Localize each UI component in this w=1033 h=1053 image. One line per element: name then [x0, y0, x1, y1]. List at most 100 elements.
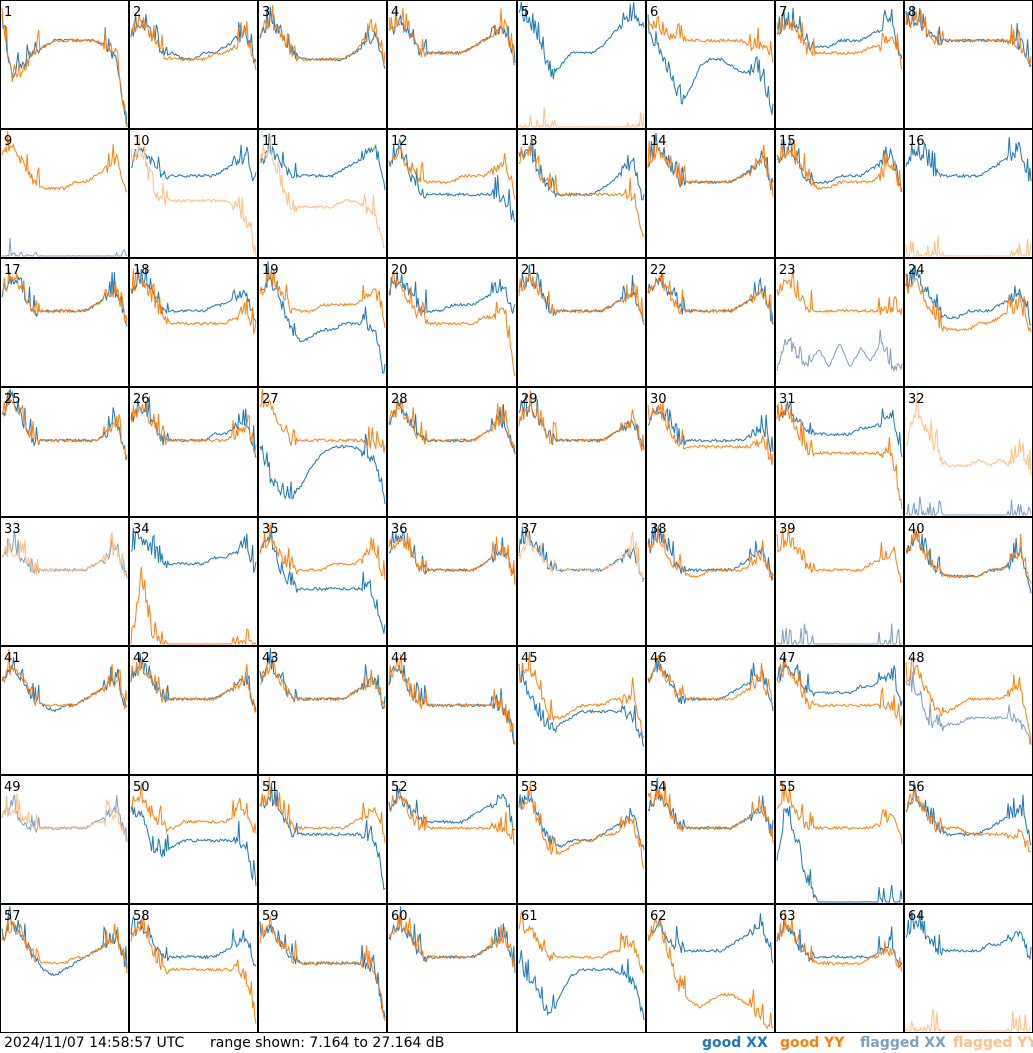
yy-series-line	[259, 388, 386, 453]
xx-series-line	[388, 906, 516, 974]
antenna-panel: 31	[775, 387, 904, 517]
panel-number: 12	[391, 134, 408, 149]
timestamp: 2024/11/07 14:58:57 UTC	[4, 1035, 185, 1051]
panel-number: 49	[4, 780, 21, 795]
panel-frame	[129, 387, 258, 517]
yy-series-line	[647, 918, 774, 1030]
panel-frame	[387, 646, 517, 775]
panel-number: 7	[779, 5, 787, 20]
panel-frame	[904, 258, 1033, 387]
panel-number: 6	[650, 5, 658, 20]
panel-number: 35	[262, 522, 279, 537]
panel-frame	[0, 904, 129, 1033]
panel-number: 63	[779, 909, 796, 924]
yy-series-line	[518, 651, 645, 740]
antenna-panel: 62	[646, 904, 775, 1033]
legend-flagged-xx: flagged XX	[860, 1035, 946, 1051]
xx-series-line	[259, 261, 386, 374]
yy-series-line	[388, 7, 516, 66]
yy-series-line	[130, 14, 257, 71]
yy-series-line	[518, 910, 645, 974]
xx-series-line	[130, 915, 257, 967]
antenna-panel: 13	[517, 129, 646, 258]
yy-series-line	[776, 910, 903, 972]
antenna-panel: 12	[387, 129, 517, 258]
antenna-panel: 35	[258, 517, 387, 646]
panel-number: 2	[133, 5, 141, 20]
legend-good-xx: good XX	[702, 1035, 768, 1051]
panel-number: 64	[908, 909, 925, 924]
panel-number: 43	[262, 651, 279, 666]
panel-number: 26	[133, 392, 150, 407]
antenna-panel: 10	[129, 129, 258, 258]
panel-frame	[0, 646, 129, 775]
antenna-panel: 48	[904, 646, 1033, 775]
yy-series-line	[905, 235, 1032, 258]
xx-series-line	[776, 806, 903, 904]
antenna-panel: 19	[258, 258, 387, 387]
panel-number: 34	[133, 522, 150, 537]
yy-series-line	[388, 533, 516, 586]
panel-frame	[0, 129, 129, 258]
yy-series-line	[388, 654, 516, 745]
antenna-panel: 37	[517, 517, 646, 646]
xx-series-line	[259, 133, 386, 191]
antenna-panel: 6	[646, 0, 775, 129]
antenna-panel: 27	[258, 387, 387, 517]
antenna-panel: 14	[646, 129, 775, 258]
antenna-panel: 29	[517, 387, 646, 517]
yy-series-line	[518, 140, 645, 237]
antenna-panel: 49	[0, 775, 129, 904]
antenna-panel: 28	[387, 387, 517, 517]
yy-series-line	[905, 785, 1032, 853]
yy-series-line	[905, 527, 1032, 585]
xx-series-line	[905, 911, 1032, 961]
antenna-panel: 22	[646, 258, 775, 387]
yy-series-line	[518, 107, 645, 129]
xx-series-line	[647, 272, 774, 325]
yy-series-line	[518, 529, 645, 583]
panel-frame	[646, 775, 775, 904]
panel-number: 41	[4, 651, 21, 666]
xx-series-line	[388, 785, 516, 831]
yy-series-line	[518, 272, 645, 326]
yy-series-line	[647, 401, 774, 466]
panel-number: 36	[391, 522, 408, 537]
xx-series-line	[518, 1, 645, 80]
xx-series-line	[2, 237, 128, 257]
yy-series-line	[388, 793, 516, 845]
xx-series-line	[776, 138, 903, 193]
panel-number: 44	[391, 651, 408, 666]
panel-number: 52	[391, 780, 408, 795]
panel-frame	[129, 646, 258, 775]
panel-number: 45	[521, 651, 538, 666]
antenna-panel: 24	[904, 258, 1033, 387]
xx-series-line	[776, 623, 903, 645]
xx-series-line	[905, 137, 1032, 182]
yy-series-line	[647, 530, 774, 580]
panel-frame	[258, 258, 387, 387]
yy-series-line	[388, 394, 516, 454]
panel-frame	[387, 129, 517, 258]
antenna-panel: 7	[775, 0, 904, 129]
panel-frame	[387, 0, 517, 129]
yy-series-line	[518, 390, 645, 452]
panel-number: 3	[262, 5, 270, 20]
xx-series-line	[905, 669, 1032, 745]
yy-series-line	[905, 1009, 1032, 1033]
yy-series-line	[776, 403, 903, 509]
panel-frame	[646, 129, 775, 258]
antenna-panel: 21	[517, 258, 646, 387]
panel-number: 51	[262, 780, 279, 795]
xx-series-line	[647, 913, 774, 963]
panel-number: 39	[779, 522, 796, 537]
panel-number: 33	[4, 522, 21, 537]
xx-series-line	[905, 530, 1032, 594]
xx-series-line	[905, 496, 1032, 517]
yy-series-line	[776, 139, 903, 193]
panel-number: 55	[779, 780, 796, 795]
xx-series-line	[1, 657, 128, 713]
antenna-panel: 60	[387, 904, 517, 1033]
antenna-panel: 36	[387, 517, 517, 646]
